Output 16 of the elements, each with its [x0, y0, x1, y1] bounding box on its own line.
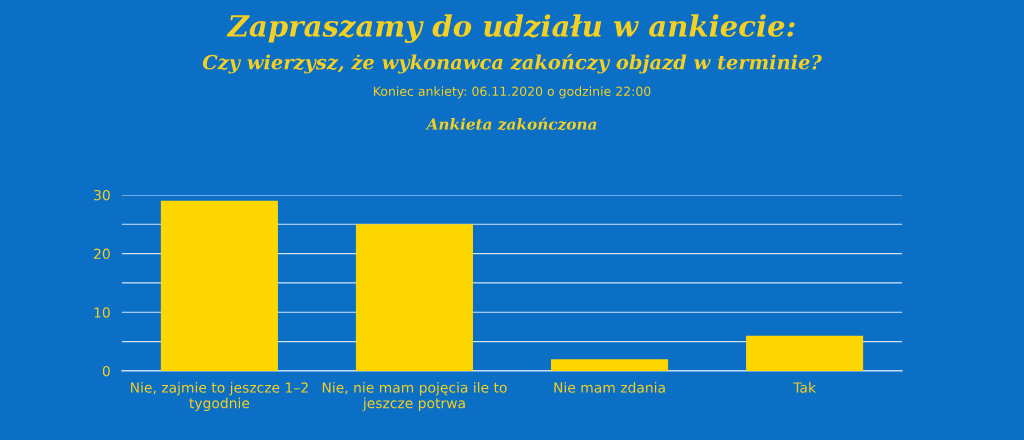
x-tick-label: Nie, nie mam pojęcia ile to jeszcze potrwa [322, 382, 507, 412]
x-tick-label: Nie mam zdania [554, 382, 665, 393]
bar [160, 200, 278, 371]
chart-title: Zapraszamy do udziału w ankiecie: [226, 14, 795, 43]
y-tick-label: 0 [102, 365, 110, 377]
bar [551, 359, 669, 371]
x-tick-label: Nie, zajmie to jeszcze 1–2 tygodnie [131, 382, 308, 412]
text: Ankieta zakończona [425, 117, 597, 131]
y-tick-label: 10 [94, 307, 110, 318]
text: Koniec ankiety: 06.11.2020 o godzinie 22:00 [373, 86, 651, 99]
y-tick-label: 20 [94, 248, 110, 260]
bar [355, 224, 473, 371]
bar [746, 335, 864, 371]
y-tick-label: 30 [94, 189, 110, 201]
chart-subtitle: Czy wierzysz, że wykonawca zakończy objazd w terminie? [202, 54, 822, 74]
x-tick-label: Tak [793, 382, 816, 393]
